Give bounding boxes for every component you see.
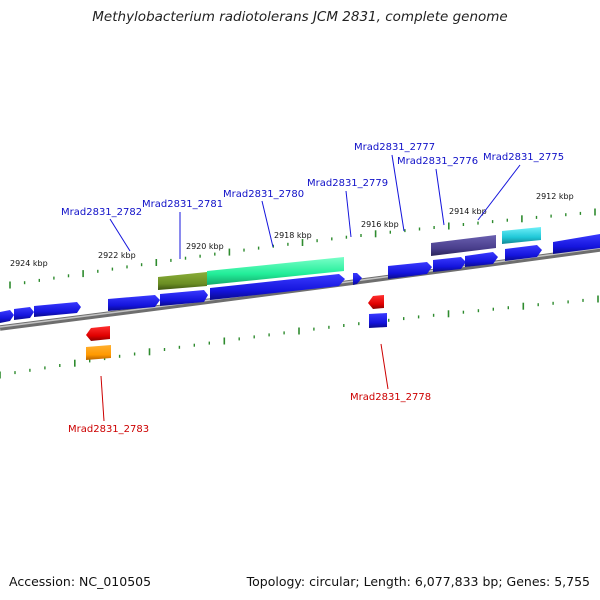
feature-block-slate-blue[interactable] bbox=[431, 235, 496, 256]
gene-label-mrad2831-2779[interactable]: Mrad2831_2779 bbox=[307, 178, 388, 189]
feature-block-cyan[interactable] bbox=[502, 227, 541, 244]
reverse-callout-lines bbox=[100, 343, 389, 422]
gene-forward-blue[interactable] bbox=[34, 302, 81, 317]
gene-label-mrad2831-2783[interactable]: Mrad2831_2783 bbox=[68, 424, 149, 435]
gene-label-mrad2831-2776[interactable]: Mrad2831_2776 bbox=[397, 156, 478, 167]
forward-callout-lines bbox=[109, 154, 521, 259]
feature-blocks bbox=[158, 227, 541, 290]
gene-forward-blue[interactable] bbox=[0, 310, 14, 323]
scale-label-2916: 2916 kbp bbox=[361, 220, 399, 229]
topology-summary: Topology: circular; Length: 6,077,833 bp… bbox=[246, 574, 590, 589]
gene-forward-blue[interactable] bbox=[108, 295, 160, 311]
gene-forward-blue[interactable] bbox=[160, 290, 208, 306]
accession-text: Accession: NC_010505 bbox=[9, 574, 152, 589]
scale-label-2920: 2920 kbp bbox=[186, 242, 224, 251]
gene-reverse-blue[interactable] bbox=[369, 313, 387, 328]
genome-title: Methylobacterium radiotolerans JCM 2831,… bbox=[92, 9, 508, 25]
scale-label-2918: 2918 kbp bbox=[274, 231, 312, 240]
gene-reverse-red[interactable] bbox=[368, 295, 384, 309]
gene-forward-blue[interactable] bbox=[553, 234, 600, 254]
gene-reverse-red[interactable] bbox=[86, 326, 110, 341]
gene-label-mrad2831-2781[interactable]: Mrad2831_2781 bbox=[142, 199, 223, 210]
feature-block-spring-green[interactable] bbox=[207, 257, 344, 285]
gene-forward-blue[interactable] bbox=[353, 273, 362, 285]
gene-label-mrad2831-2782[interactable]: Mrad2831_2782 bbox=[61, 207, 142, 218]
reverse-genes bbox=[86, 295, 387, 360]
gene-forward-blue[interactable] bbox=[505, 245, 542, 261]
scale-label-2922: 2922 kbp bbox=[98, 251, 136, 260]
gene-label-mrad2831-2780[interactable]: Mrad2831_2780 bbox=[223, 189, 304, 200]
gene-forward-blue[interactable] bbox=[388, 262, 432, 279]
lower-scale-ticks bbox=[0, 295, 599, 379]
scale-label-2924: 2924 kbp bbox=[10, 259, 48, 268]
upper-scale-ticks bbox=[9, 208, 596, 289]
gene-forward-blue[interactable] bbox=[14, 307, 34, 320]
gene-forward-blue[interactable] bbox=[465, 252, 498, 267]
gene-label-mrad2831-2777[interactable]: Mrad2831_2777 bbox=[354, 142, 435, 153]
gene-label-mrad2831-2775[interactable]: Mrad2831_2775 bbox=[483, 152, 564, 163]
gene-reverse-orange[interactable] bbox=[86, 345, 111, 360]
gene-forward-blue[interactable] bbox=[210, 274, 345, 300]
scale-label-2912: 2912 kbp bbox=[536, 192, 574, 201]
gene-forward-blue[interactable] bbox=[433, 257, 466, 272]
gene-label-mrad2831-2778[interactable]: Mrad2831_2778 bbox=[350, 392, 431, 403]
feature-block-olive[interactable] bbox=[158, 272, 207, 290]
forward-genes bbox=[0, 234, 600, 323]
scale-label-2914: 2914 kbp bbox=[449, 207, 487, 216]
